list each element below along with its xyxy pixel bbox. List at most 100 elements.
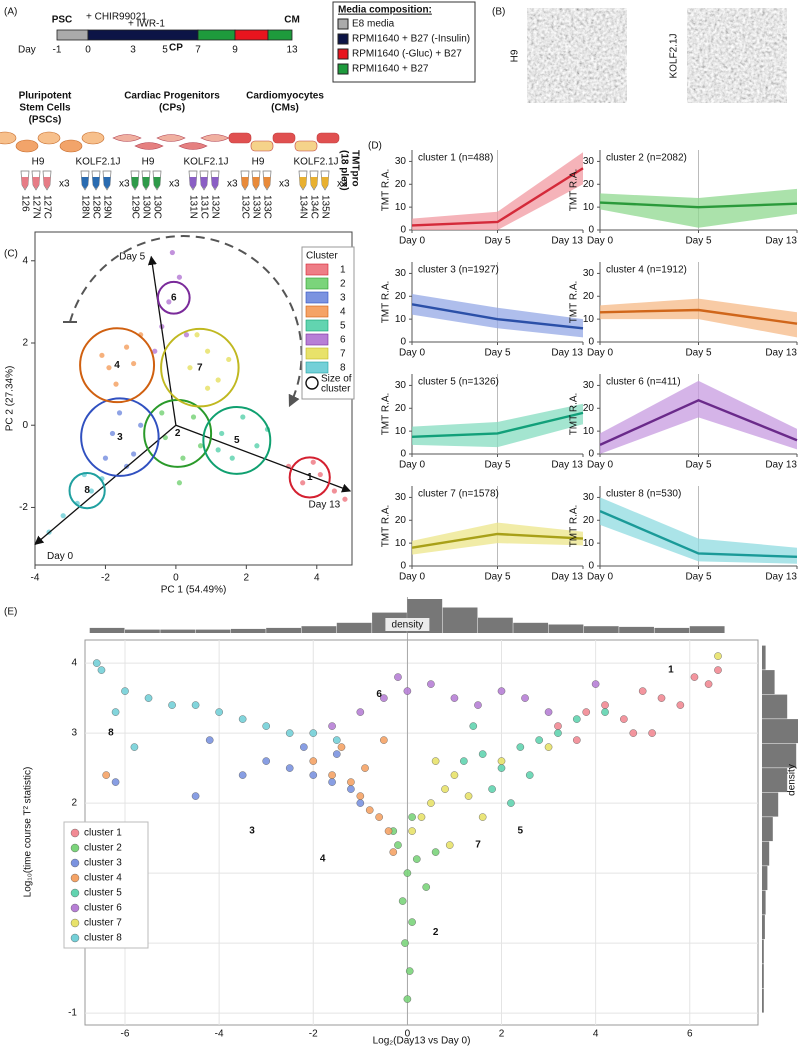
micrograph (686, 7, 788, 104)
point (309, 771, 318, 779)
point (113, 381, 119, 387)
point (389, 848, 398, 856)
y-axis-label: TMT R.A. (569, 505, 580, 548)
legend-title: Cluster (306, 251, 338, 262)
media-swatch (337, 48, 349, 60)
x-tick-label: Day 13 (551, 348, 583, 359)
point (356, 792, 365, 800)
point (187, 365, 193, 371)
tube-fill (142, 177, 150, 189)
point (380, 694, 388, 702)
point (332, 736, 341, 744)
density-bar (266, 627, 301, 633)
loading-arrow (34, 424, 177, 546)
density-bar (619, 626, 654, 633)
cluster-annotation: 2 (433, 927, 439, 938)
cell-icon (294, 140, 318, 152)
x-tick-label: -2 (101, 573, 110, 584)
y-tick-label: 20 (395, 291, 407, 302)
day-tick: 0 (85, 45, 91, 56)
point (620, 715, 628, 723)
cluster-circle (160, 327, 240, 408)
y-tick-label: 30 (583, 492, 595, 503)
density-bar (336, 622, 372, 633)
density-bar (762, 670, 775, 695)
point (109, 430, 116, 437)
x-tick-label: Day 5 (484, 348, 511, 359)
day-tick: 5 (162, 45, 168, 56)
point (394, 841, 402, 849)
tmt-label: (18 plex) (338, 150, 349, 191)
panel-label: (B) (492, 7, 505, 18)
point (191, 792, 200, 800)
y-tick-label: 30 (583, 380, 595, 391)
density-bar (762, 645, 766, 670)
point (328, 722, 336, 730)
tmt-tag: 131C (198, 195, 209, 219)
band (600, 298, 797, 338)
x-tick-label: 4 (314, 573, 320, 584)
cluster-number: 7 (197, 362, 203, 373)
x-axis-label: Log₂(Day13 vs Day 0) (373, 1036, 471, 1047)
cell-icon (134, 142, 164, 150)
tmt-tag: 132N (209, 195, 220, 219)
y-tick-label: 10 (395, 426, 407, 437)
chart-title: cluster 5 (n=1326) (418, 377, 499, 388)
point (183, 332, 190, 338)
y-tick-label: 20 (395, 403, 407, 414)
density-bar (762, 719, 798, 744)
tube-fill (153, 177, 161, 189)
media-swatch (337, 18, 349, 30)
legend-swatch (305, 277, 329, 290)
density-label-bg (385, 618, 430, 631)
y-tick-label: 20 (395, 179, 407, 190)
point (176, 480, 183, 486)
point (162, 434, 168, 441)
cell-icon (81, 131, 105, 145)
y-tick-label: 2 (71, 798, 77, 809)
cell-icon (200, 134, 230, 142)
legend-marker (70, 918, 80, 928)
cell-type-label: Pluripotent (19, 91, 72, 102)
legend-swatch (305, 305, 329, 318)
tmt-tag: 131N (187, 195, 198, 219)
x-tick-label: Day 5 (685, 460, 712, 471)
mean-line (411, 303, 584, 330)
tmt-label: TMTpro (349, 150, 360, 187)
cluster-circle (202, 405, 272, 475)
tube-fill (211, 177, 219, 189)
point (361, 764, 369, 772)
point (152, 348, 158, 354)
y-tick-label: 0 (400, 561, 406, 572)
loading-arrow (175, 424, 352, 493)
point (194, 332, 200, 338)
x-tick-label: 2 (244, 573, 250, 584)
chart-title: cluster 2 (n=2082) (606, 153, 687, 164)
day-tick: -1 (53, 45, 62, 56)
point (215, 447, 221, 453)
point (310, 459, 316, 465)
plot-frame (84, 639, 759, 1026)
group-label: H9 (142, 157, 155, 168)
x-tick-label: Day 5 (685, 236, 712, 247)
cell-type-label: Cardiac Progenitors (124, 91, 220, 102)
cell-icon (112, 134, 142, 142)
chart-title: cluster 6 (n=411) (606, 377, 681, 388)
y-tick-label: 10 (583, 426, 595, 437)
legend-label: 1 (340, 265, 346, 276)
panel-label: (A) (4, 7, 17, 18)
point (123, 344, 130, 350)
x-tick-label: 2 (499, 1029, 505, 1040)
cluster-number: 1 (307, 472, 313, 483)
mean-line (599, 308, 798, 325)
bar-segment (234, 29, 269, 41)
point (601, 708, 609, 716)
legend-marker (70, 903, 80, 913)
y-tick-label: 0 (400, 449, 406, 460)
cluster-circle (156, 280, 191, 315)
x-tick-label: Day 0 (399, 236, 426, 247)
cell-type-label: (CMs) (271, 103, 299, 114)
tmt-tag: 130N (140, 195, 151, 219)
x-tick-label: -4 (31, 573, 40, 584)
stage-label: PSC (52, 15, 73, 26)
